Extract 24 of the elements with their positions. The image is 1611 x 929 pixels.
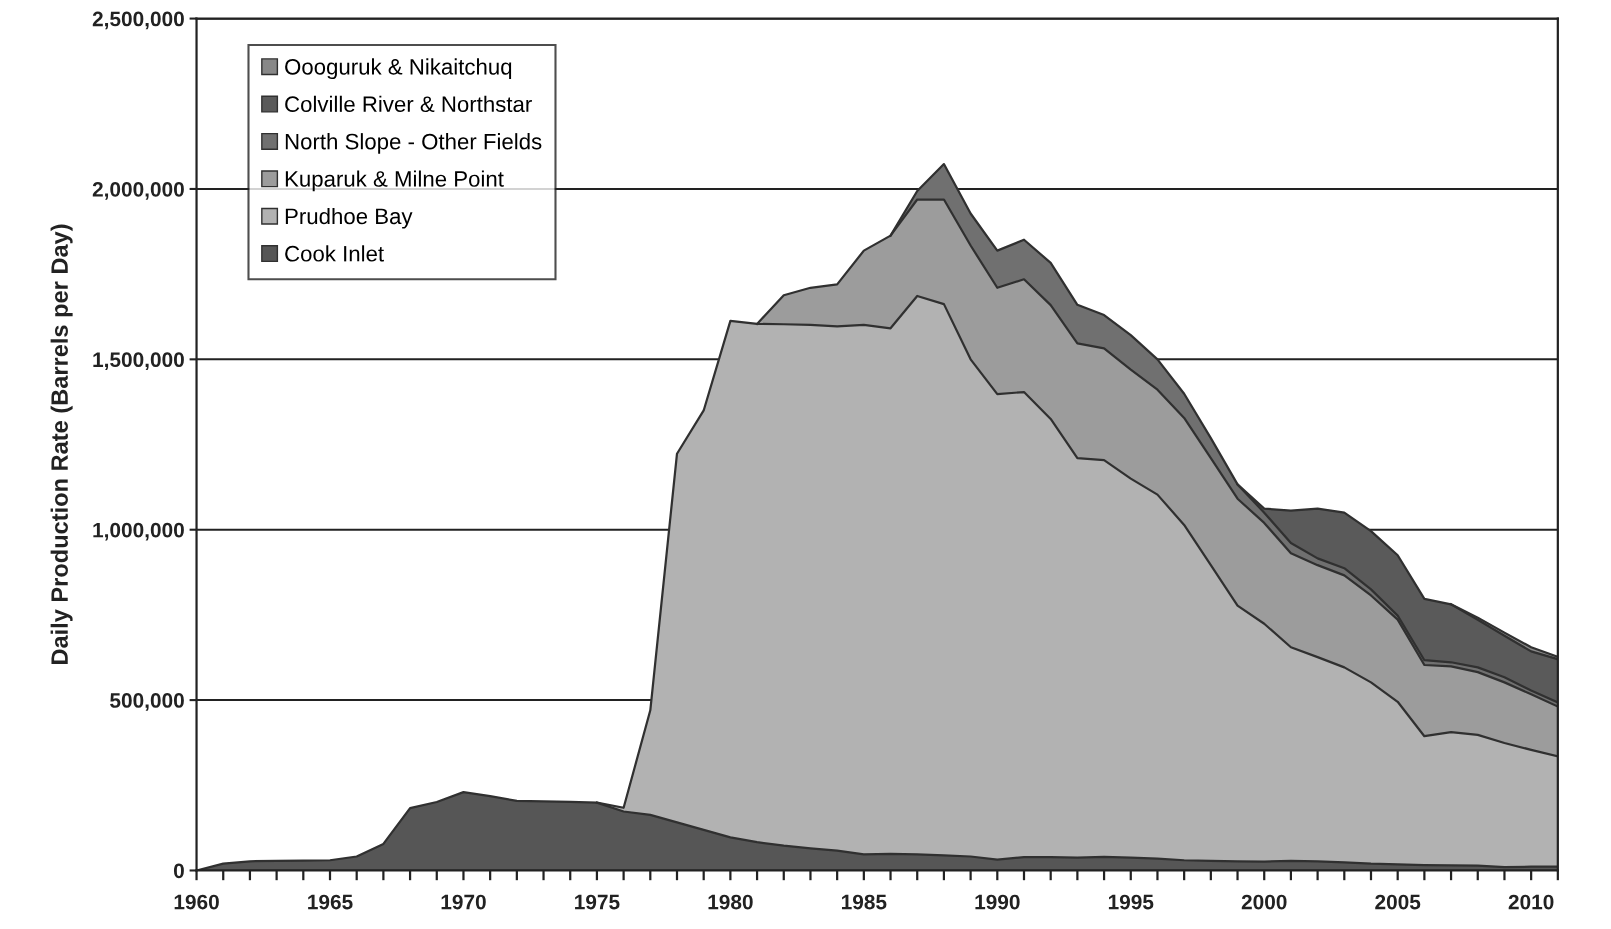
y-tick-label: 0 <box>173 863 184 879</box>
y-tick-label: 1,500,000 <box>93 352 184 371</box>
x-tick-label: 1970 <box>441 894 486 910</box>
x-tick-label: 2000 <box>1241 894 1287 910</box>
x-tick-label: 1995 <box>1108 894 1154 910</box>
y-tick-label: 500,000 <box>110 693 184 711</box>
y-tick-label: 2,000,000 <box>92 181 184 200</box>
legend-label: Cook Inlet <box>285 245 384 262</box>
x-tick-label: 1965 <box>308 894 353 910</box>
x-tick-label: 1960 <box>174 894 219 910</box>
y-tick-label: 1,000,000 <box>93 522 184 541</box>
x-tick-label: 2010 <box>1508 894 1554 910</box>
legend-label: Colville River & Northstar <box>285 95 532 113</box>
y-axis-title: Daily Production Rate (Barrels per Day) <box>50 224 73 665</box>
x-tick-label: 1985 <box>841 894 887 910</box>
x-tick-label: 1975 <box>575 894 620 910</box>
y-tick-label: 2,500,000 <box>92 11 184 30</box>
legend-label: Oooguruk & Nikaitchuq <box>285 58 512 80</box>
x-tick-label: 1990 <box>975 894 1020 910</box>
legend-label: Prudhoe Bay <box>285 207 413 229</box>
x-tick-label: 1980 <box>708 894 753 910</box>
legend-label: North Slope - Other Fields <box>285 133 542 154</box>
legend-label: Kuparuk & Milne Point <box>285 170 504 192</box>
x-tick-label: 2005 <box>1375 894 1421 910</box>
